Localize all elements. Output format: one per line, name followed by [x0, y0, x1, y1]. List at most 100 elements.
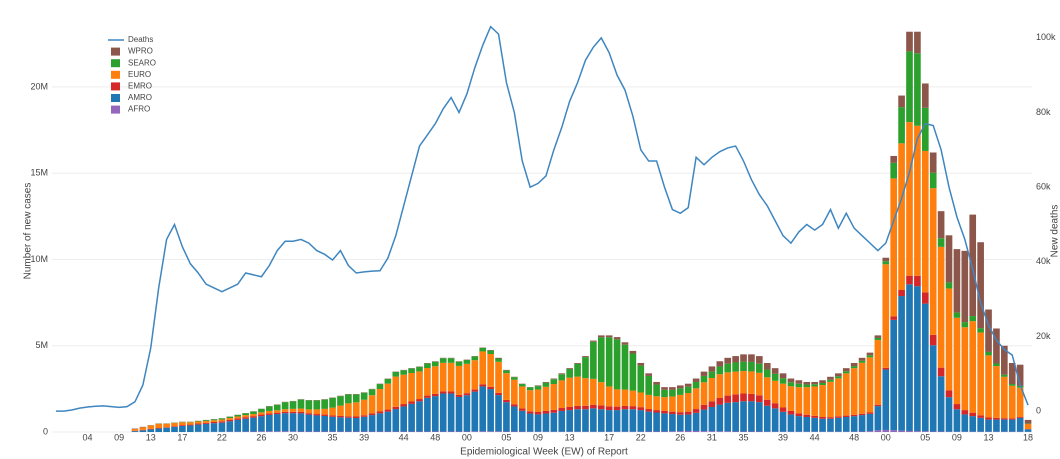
bar — [748, 371, 755, 394]
bar — [424, 431, 431, 432]
bar — [392, 409, 400, 432]
bar — [985, 419, 992, 432]
bar — [131, 431, 139, 432]
bar — [850, 366, 858, 369]
bar — [597, 405, 605, 410]
bar — [914, 31, 921, 54]
bar — [898, 95, 905, 108]
bar — [408, 368, 415, 373]
bar — [226, 421, 234, 432]
bar — [503, 402, 510, 432]
bar — [526, 411, 534, 414]
bar — [700, 371, 708, 376]
bar — [708, 401, 716, 407]
bar — [281, 411, 289, 414]
bar — [708, 431, 716, 432]
bar — [819, 418, 826, 432]
bar — [242, 417, 249, 419]
bar — [511, 379, 518, 405]
bar — [819, 385, 826, 417]
bar — [471, 389, 479, 392]
bar — [305, 414, 313, 432]
bar — [842, 416, 850, 432]
bar — [558, 373, 566, 375]
bar — [1024, 419, 1032, 424]
bar — [534, 386, 542, 390]
bar — [321, 414, 328, 416]
bar — [835, 376, 842, 379]
x-tick-label: 13 — [565, 432, 575, 442]
bar — [740, 361, 747, 372]
bar — [329, 415, 336, 417]
bar — [993, 363, 1000, 367]
bar — [131, 428, 139, 430]
bar — [297, 431, 305, 432]
x-tick-label: 05 — [920, 432, 930, 442]
bar — [408, 401, 415, 404]
bar — [748, 431, 755, 432]
bar — [487, 431, 494, 432]
bar — [171, 426, 178, 427]
bar — [416, 371, 423, 400]
bar — [471, 356, 479, 361]
bar — [242, 415, 249, 418]
x-tick-label: 31 — [707, 432, 717, 442]
bar — [605, 386, 613, 407]
bar — [431, 361, 439, 367]
x-tick-label: 13 — [146, 432, 156, 442]
bar — [266, 414, 273, 432]
bar — [226, 418, 234, 420]
legend-label: AMRO — [128, 93, 152, 102]
bar — [400, 404, 408, 407]
bar — [756, 363, 763, 373]
bar — [582, 409, 589, 432]
bar — [819, 380, 826, 384]
bar — [898, 290, 905, 297]
bar — [716, 366, 724, 375]
bar — [171, 426, 178, 432]
bar — [234, 414, 242, 417]
bar — [376, 413, 384, 432]
bar — [803, 384, 811, 388]
bar — [218, 421, 226, 423]
bar — [835, 416, 842, 418]
bar — [368, 431, 376, 432]
bar — [929, 345, 937, 432]
bar — [763, 377, 771, 400]
bar — [321, 415, 328, 432]
bar — [866, 412, 874, 414]
bar — [866, 352, 874, 356]
bar — [503, 369, 510, 371]
bar — [882, 261, 890, 265]
bar — [866, 413, 874, 432]
bar — [700, 431, 708, 432]
bar — [795, 380, 803, 384]
bar — [526, 387, 534, 391]
bar — [977, 328, 984, 333]
bar — [748, 361, 755, 372]
bar — [305, 409, 313, 414]
bar — [645, 409, 653, 412]
bar — [416, 431, 423, 432]
bar — [882, 264, 890, 368]
bar — [321, 408, 328, 415]
y-tick-label: 15M — [30, 168, 48, 178]
bar — [692, 388, 700, 410]
bar — [550, 379, 558, 385]
bar — [945, 390, 953, 398]
bar — [542, 386, 550, 411]
bar — [906, 122, 913, 276]
bar — [273, 410, 281, 413]
bar — [914, 275, 921, 287]
bar — [194, 421, 202, 424]
bar — [653, 431, 660, 432]
bar — [716, 404, 724, 432]
bar — [155, 423, 163, 429]
bar — [914, 53, 921, 126]
bar — [906, 31, 913, 52]
bar — [890, 319, 898, 431]
bar — [424, 367, 431, 396]
bar — [787, 410, 795, 415]
bar — [471, 431, 479, 432]
x-tick-label: 26 — [256, 432, 266, 442]
